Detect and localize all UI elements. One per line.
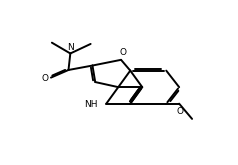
- Text: O: O: [177, 107, 183, 116]
- Text: O: O: [41, 74, 48, 83]
- Text: NH: NH: [84, 100, 98, 109]
- Text: O: O: [119, 48, 126, 57]
- Text: N: N: [67, 43, 74, 51]
